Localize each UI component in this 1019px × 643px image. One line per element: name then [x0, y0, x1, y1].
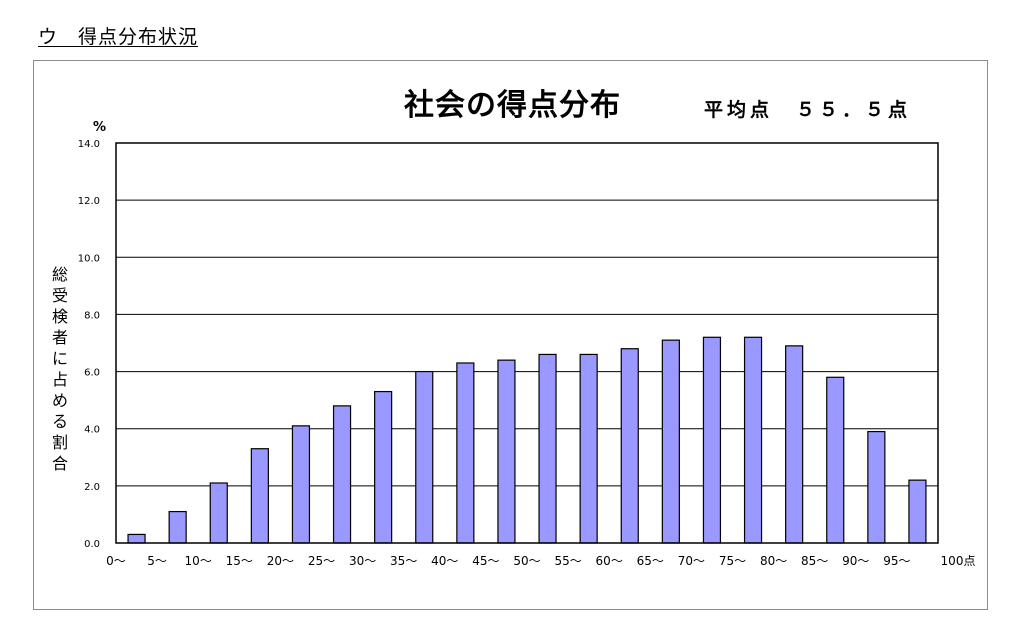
- x-tick-label: 40～: [431, 554, 458, 568]
- bar: [538, 353, 557, 544]
- chart-frame: [33, 60, 988, 610]
- x-tick-label: 70～: [678, 554, 705, 568]
- bar: [291, 425, 311, 544]
- chart-subtitle: 平均点 ５５．５点: [704, 99, 912, 121]
- y-tick-label: 2.0: [84, 482, 100, 493]
- x-tick-label: 35～: [390, 554, 417, 568]
- bar: [661, 339, 680, 544]
- x-tick-label: 50～: [513, 554, 540, 568]
- x-tick-label: 90～: [842, 554, 869, 568]
- y-tick-label: 4.0: [84, 425, 100, 436]
- x-tick-label: 5～: [147, 554, 167, 568]
- y-axis-label: 総受検者に占める割合: [51, 265, 68, 473]
- bar: [702, 336, 722, 544]
- bar: [579, 353, 598, 544]
- bar: [332, 405, 352, 544]
- x-tick-label: 10～: [185, 554, 212, 568]
- bar: [456, 362, 475, 544]
- bar: [127, 533, 146, 544]
- bar: [497, 359, 516, 544]
- bar: [867, 430, 886, 544]
- bar: [250, 448, 269, 544]
- bar: [415, 370, 434, 544]
- x-tick-label: 95～: [883, 554, 910, 568]
- x-tick-label: 55～: [554, 554, 581, 568]
- x-tick-label: 15～: [226, 554, 253, 568]
- y-tick-label: 8.0: [84, 310, 100, 321]
- bar: [743, 336, 763, 544]
- bar: [374, 390, 393, 544]
- x-tick-label: 60～: [596, 554, 623, 568]
- y-tick-label: 10.0: [78, 253, 100, 264]
- bar: [826, 376, 845, 544]
- x-tick-label: 20～: [267, 554, 294, 568]
- x-tick-label: 100点: [941, 554, 976, 568]
- bar: [908, 479, 927, 544]
- bar: [620, 348, 639, 544]
- x-tick-label: 75～: [719, 554, 746, 568]
- x-tick-label: 25～: [308, 554, 335, 568]
- bar: [785, 345, 804, 544]
- bar: [168, 510, 187, 544]
- x-tick-label: 85～: [801, 554, 828, 568]
- x-tick-label: 65～: [637, 554, 664, 568]
- y-tick-label: 12.0: [78, 196, 100, 207]
- plot-area: [115, 142, 939, 544]
- x-tick-label: 30～: [349, 554, 376, 568]
- chart-title: 社会の得点分布: [404, 88, 621, 123]
- y-tick-label: 14.0: [78, 139, 100, 150]
- bar: [209, 482, 228, 544]
- y-tick-label: 0.0: [84, 539, 100, 550]
- y-axis-unit: %: [93, 120, 107, 135]
- x-tick-label: 45～: [472, 554, 499, 568]
- section-heading: ウ 得点分布状況: [38, 26, 199, 48]
- y-tick-label: 6.0: [84, 368, 100, 379]
- x-tick-label: 80～: [760, 554, 787, 568]
- x-tick-label: 0～: [106, 554, 126, 568]
